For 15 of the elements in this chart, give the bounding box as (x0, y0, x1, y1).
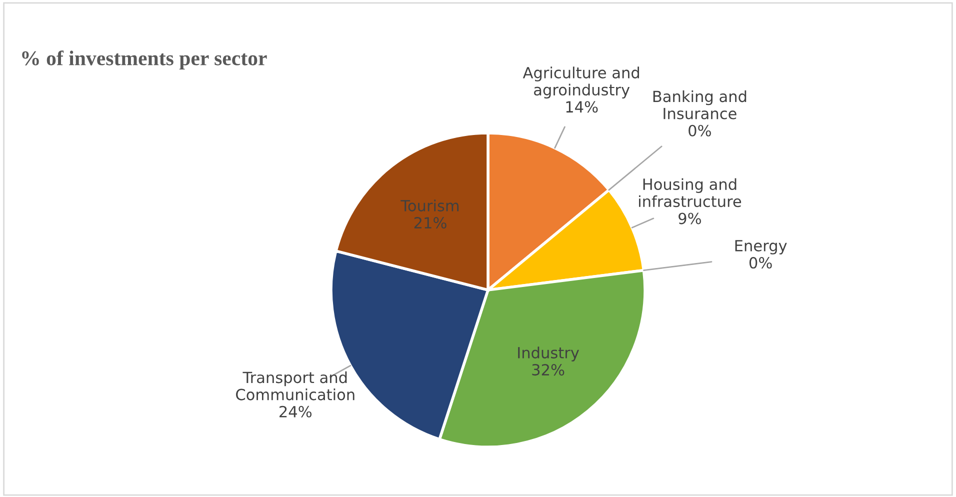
slice-label: Tourism (400, 200, 459, 212)
data-label: 14% (566, 101, 598, 113)
slice-label: Transport and Communication (236, 371, 354, 400)
slice-label: Housing and infrastructure (639, 178, 742, 208)
slice-label: Industry (518, 346, 580, 362)
chart-title: % of investments per sector (22, 50, 267, 70)
slice-label: Agriculture and agroindustry (522, 66, 640, 99)
text: 0% (749, 256, 772, 269)
text: 0% (688, 124, 711, 136)
data-label: 9% (678, 212, 701, 224)
category-label: Energy (735, 240, 787, 254)
category-label: Banking and Insurance (653, 90, 746, 120)
data-label: 32% (532, 364, 564, 376)
data-label: 24% (280, 406, 312, 418)
data-label: 21% (414, 217, 446, 229)
